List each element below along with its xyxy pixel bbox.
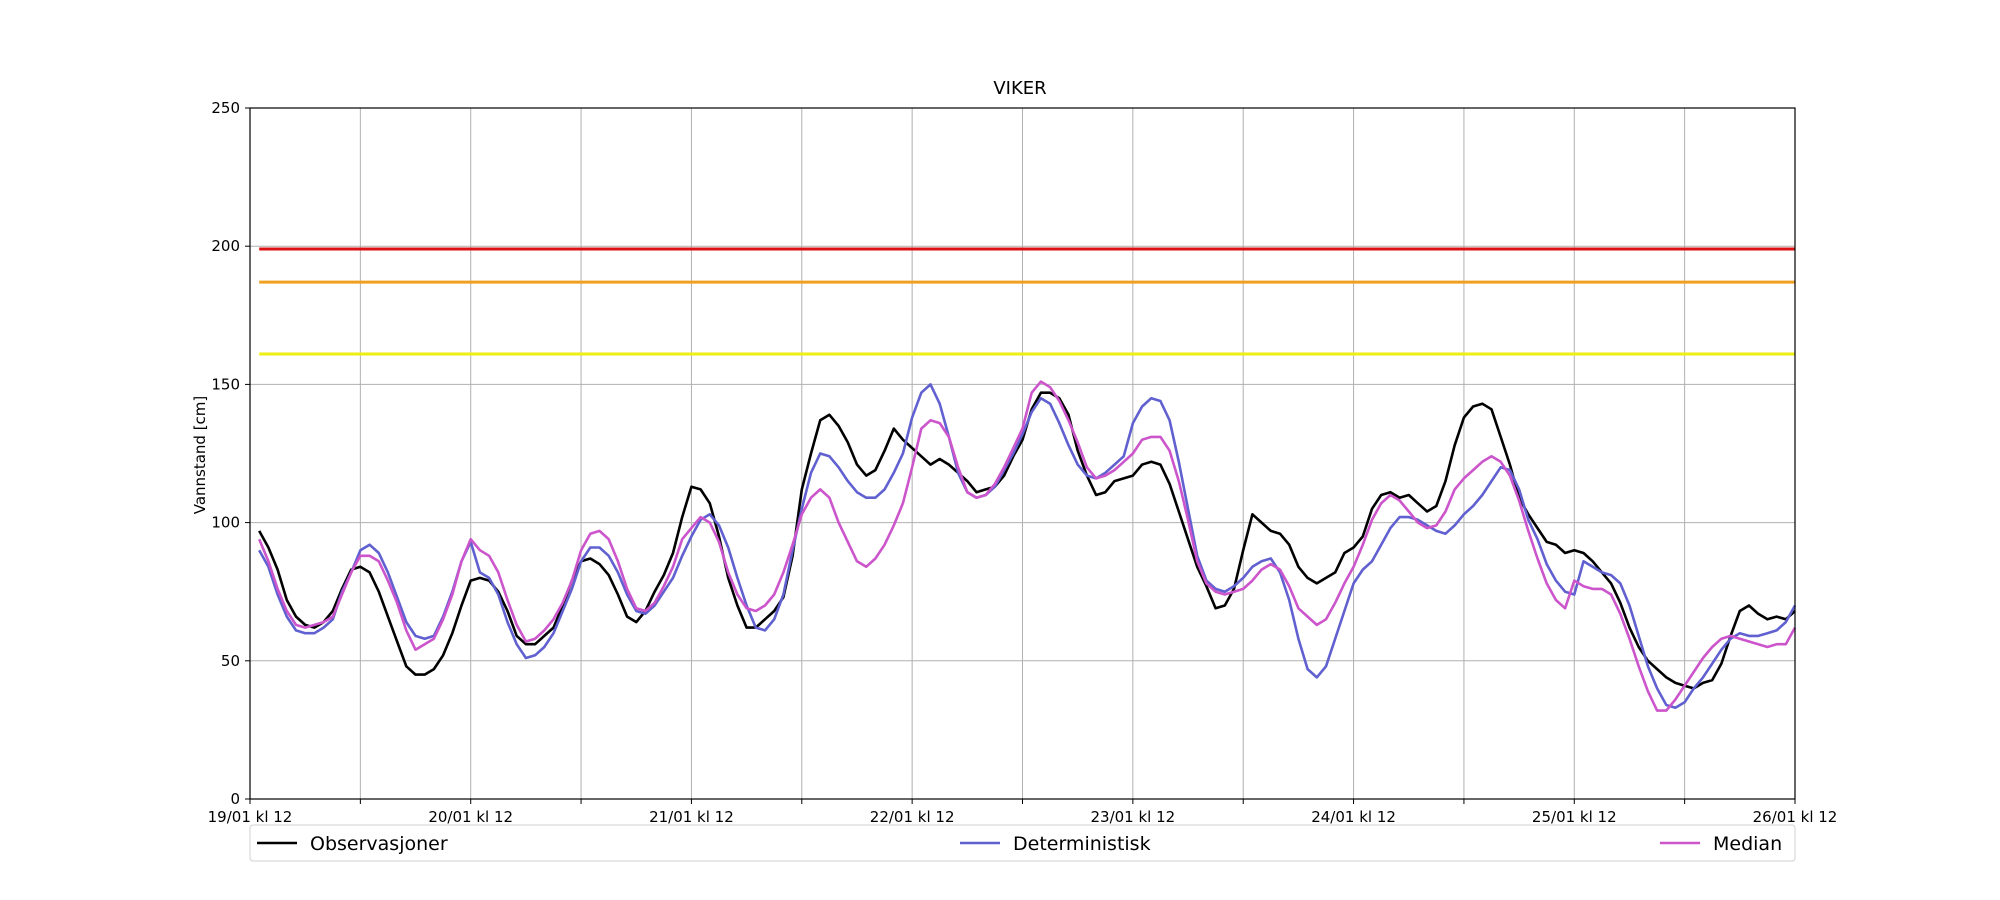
threshold-lines bbox=[259, 247, 1795, 356]
series-line-median bbox=[257, 380, 1797, 712]
y-tick-label: 150 bbox=[211, 375, 240, 393]
legend-label: Deterministisk bbox=[1013, 833, 1151, 855]
x-tick-label: 26/01 kl 12 bbox=[1753, 808, 1838, 826]
legend: Observasjoner Deterministisk Median bbox=[249, 824, 1796, 862]
x-tick-label: 19/01 kl 12 bbox=[208, 808, 293, 826]
series-line-observasjoner bbox=[258, 391, 1796, 690]
y-tick-label: 0 bbox=[230, 790, 240, 808]
legend-label: Median bbox=[1713, 833, 1782, 855]
chart-title: VIKER bbox=[993, 78, 1046, 99]
y-tick-label: 200 bbox=[211, 237, 240, 255]
x-tick-label: 21/01 kl 12 bbox=[649, 808, 734, 826]
x-tick-label: 25/01 kl 12 bbox=[1532, 808, 1617, 826]
series-lines bbox=[257, 380, 1797, 712]
y-tick-label: 50 bbox=[221, 652, 240, 670]
legend-box bbox=[249, 824, 1796, 862]
legend-label: Observasjoner bbox=[310, 833, 448, 855]
y-tick-label: 250 bbox=[211, 99, 240, 117]
y-axis-label: Vannstand [cm] bbox=[191, 396, 209, 515]
grid-lines bbox=[249, 107, 1796, 800]
x-tick-label: 20/01 kl 12 bbox=[428, 808, 513, 826]
y-tick-label: 100 bbox=[211, 514, 240, 532]
x-axis-ticks: 19/01 kl 12 20/01 kl 12 21/01 kl 12 22/01 k… bbox=[208, 799, 1838, 826]
x-tick-label: 23/01 kl 12 bbox=[1090, 808, 1175, 826]
y-axis-ticks: 0 50 100 150 200 250 bbox=[211, 99, 250, 808]
x-tick-label: 24/01 kl 12 bbox=[1311, 808, 1396, 826]
series-line-deterministisk bbox=[258, 383, 1797, 710]
x-tick-label: 22/01 kl 12 bbox=[870, 808, 955, 826]
